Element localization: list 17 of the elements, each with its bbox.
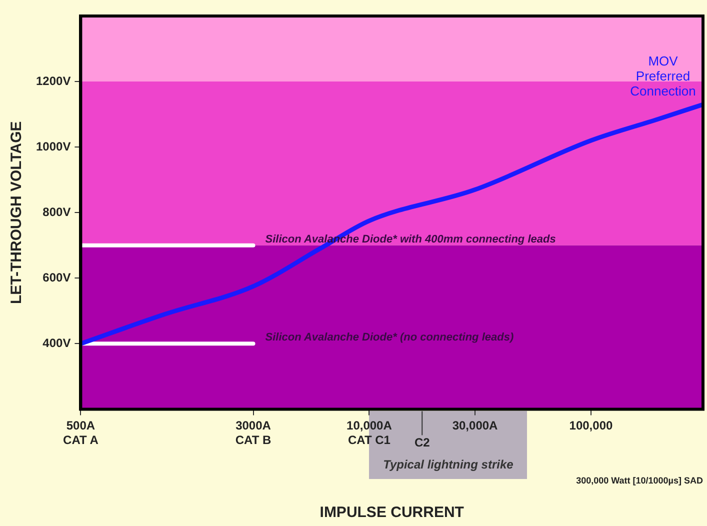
x-tick-label: 500A CAT A xyxy=(63,418,99,448)
x-tick-label: 10,000A CAT C1 xyxy=(346,418,392,448)
x-tick-label: 100,000 xyxy=(569,418,613,433)
series-label: MOV Preferred Connection xyxy=(630,54,696,99)
text: Typical lightning strike xyxy=(383,458,514,472)
text: C2 xyxy=(414,436,430,450)
x-axis-title: IMPULSE CURRENT xyxy=(320,504,464,522)
x-tick-label: 30,000A xyxy=(452,418,498,433)
y-tick-label: 800V xyxy=(42,204,71,219)
x-tick-label: 3000A CAT B xyxy=(235,418,272,448)
text: 300,000 Watt [10/1000µs] SAD xyxy=(576,476,704,486)
y-axis-title: LET-THROUGH VOLTAGE xyxy=(8,121,26,304)
y-tick-label: 1200V xyxy=(36,74,71,88)
series-label: Silicon Avalanche Diode* (no connecting leads) xyxy=(265,332,514,344)
y-tick-label: 400V xyxy=(42,336,71,350)
y-tick-label: 1000V xyxy=(36,139,71,154)
y-tick-label: 600V xyxy=(42,270,71,284)
